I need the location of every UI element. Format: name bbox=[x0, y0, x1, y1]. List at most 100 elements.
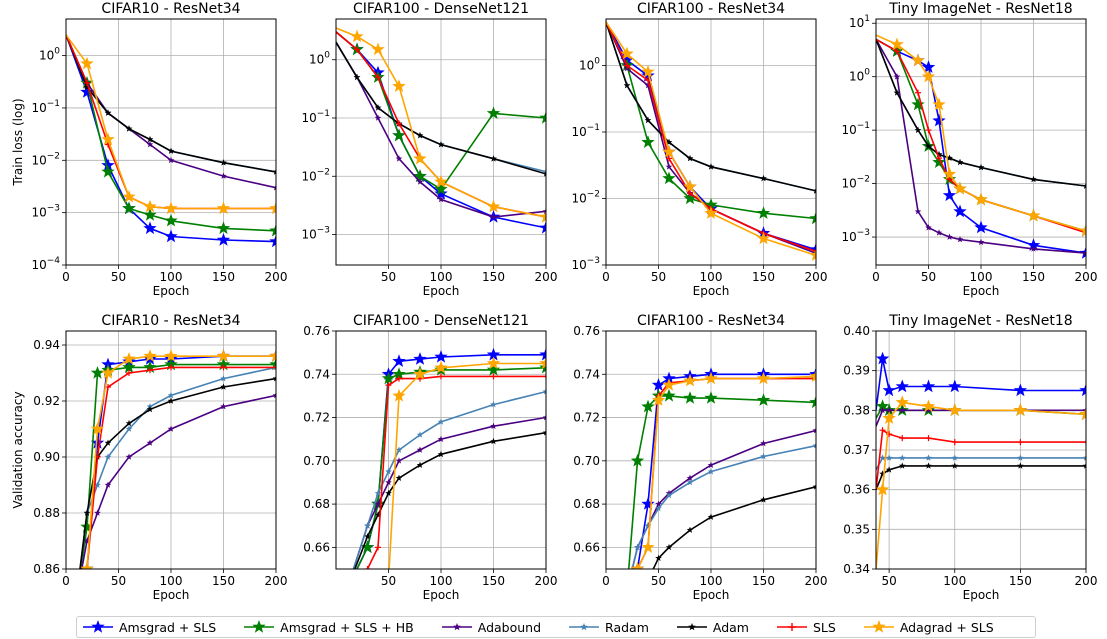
x-tick-label: 200 bbox=[1075, 574, 1098, 588]
y-tick-label: 0.34 bbox=[843, 562, 870, 576]
data-point bbox=[1079, 383, 1086, 397]
legend-swatch bbox=[569, 623, 600, 631]
data-point bbox=[486, 106, 501, 119]
chart-title: CIFAR100 - ResNet34 bbox=[637, 1, 785, 17]
series-line bbox=[876, 34, 1086, 232]
data-point bbox=[812, 427, 816, 434]
y-tick-label: 0.72 bbox=[573, 411, 600, 425]
legend-label: Radam bbox=[605, 619, 649, 635]
series-line bbox=[352, 390, 546, 569]
data-point bbox=[385, 468, 392, 475]
y-tick-label: 0.72 bbox=[303, 411, 330, 425]
data-point bbox=[125, 425, 133, 432]
data-point bbox=[977, 164, 985, 171]
chart-panel-6: 50 100 150 200 0.66 0.68 0.70 0.72 0.74 0.76 CIFAR… bbox=[303, 313, 557, 602]
x-tick-label: 0 bbox=[62, 574, 70, 588]
data-point bbox=[935, 229, 943, 236]
chart-panel-3: 0 50 100 150 200 100 10−1 10−2 10−3 CIFAR100 - Re… bbox=[571, 1, 827, 298]
plot-frame bbox=[605, 330, 817, 570]
legend-label: SLS bbox=[812, 619, 836, 635]
data-point bbox=[371, 42, 385, 56]
y-tick-label: 100 bbox=[309, 51, 330, 67]
series-group bbox=[627, 367, 816, 569]
data-point bbox=[686, 155, 694, 162]
data-point bbox=[1079, 407, 1086, 420]
data-point bbox=[375, 74, 381, 81]
data-point bbox=[925, 462, 932, 469]
data-point bbox=[760, 496, 767, 503]
series-line bbox=[66, 34, 276, 232]
data-point bbox=[80, 85, 94, 98]
data-point bbox=[413, 169, 427, 182]
legend-item: Amsgrad + SLS + HB bbox=[244, 620, 414, 635]
data-point bbox=[921, 379, 936, 393]
data-point bbox=[437, 196, 445, 203]
y-tick-label: 0.92 bbox=[33, 394, 60, 408]
data-point bbox=[354, 46, 360, 53]
data-point bbox=[539, 210, 546, 223]
series-line bbox=[876, 38, 1086, 254]
data-point bbox=[438, 373, 444, 380]
chart-title: CIFAR10 - ResNet34 bbox=[101, 1, 240, 17]
x-axis-label: Epoch bbox=[153, 284, 190, 298]
data-point bbox=[1013, 403, 1027, 416]
x-tick-label: 50 bbox=[881, 574, 896, 588]
data-point bbox=[374, 104, 382, 111]
y-tick-label: 0.74 bbox=[573, 367, 600, 381]
data-point bbox=[756, 393, 771, 406]
chart-panel-1: 0 50 100 150 200 100 10−1 10−2 10−3 10−4 CIFAR10 -… bbox=[11, 1, 287, 298]
series-line bbox=[876, 38, 1086, 254]
data-point bbox=[925, 127, 932, 134]
data-point bbox=[269, 223, 276, 237]
data-point bbox=[1082, 182, 1086, 189]
data-point bbox=[392, 354, 406, 367]
data-point bbox=[416, 431, 424, 438]
data-point bbox=[434, 174, 448, 188]
data-point bbox=[542, 429, 546, 436]
data-point bbox=[809, 211, 816, 225]
data-point bbox=[932, 97, 946, 111]
chart-title: Tiny ImageNet - ResNet18 bbox=[888, 313, 1072, 329]
series-group bbox=[352, 347, 546, 569]
series-line bbox=[336, 41, 546, 175]
data-point bbox=[925, 142, 932, 150]
data-point bbox=[164, 229, 178, 243]
data-point bbox=[146, 141, 154, 148]
chart-title: CIFAR100 - ResNet34 bbox=[637, 313, 785, 329]
data-point bbox=[620, 46, 634, 60]
data-point bbox=[894, 48, 900, 55]
data-point bbox=[539, 220, 546, 234]
data-point bbox=[953, 204, 967, 218]
data-point bbox=[683, 373, 697, 387]
data-point bbox=[641, 497, 655, 510]
data-point bbox=[812, 442, 816, 449]
y-tick-label: 0.76 bbox=[303, 324, 330, 338]
data-point bbox=[353, 73, 361, 81]
data-point bbox=[756, 371, 771, 385]
data-point bbox=[125, 125, 133, 132]
x-tick-label: 200 bbox=[805, 574, 828, 588]
data-point bbox=[760, 440, 767, 447]
data-point bbox=[167, 391, 175, 399]
data-point bbox=[655, 554, 662, 561]
y-tick-label: 0.88 bbox=[33, 506, 60, 520]
data-point bbox=[946, 154, 953, 161]
series-line bbox=[66, 34, 276, 210]
data-point bbox=[543, 373, 546, 380]
data-point bbox=[704, 197, 718, 211]
data-point bbox=[911, 53, 925, 67]
data-point bbox=[542, 388, 546, 395]
data-point bbox=[104, 481, 112, 488]
data-point bbox=[374, 511, 382, 518]
data-point bbox=[644, 116, 652, 124]
data-point bbox=[707, 461, 715, 468]
series-line bbox=[876, 428, 1086, 490]
data-point bbox=[662, 371, 676, 385]
plot-frame bbox=[875, 18, 1087, 266]
data-point bbox=[630, 453, 645, 467]
legend-label: Amsgrad + SLS + HB bbox=[280, 619, 414, 635]
x-tick-label: 200 bbox=[265, 574, 288, 588]
y-tick-label: 0.94 bbox=[33, 338, 60, 352]
x-tick-label: 200 bbox=[265, 270, 288, 284]
y-tick-label: 0.74 bbox=[303, 367, 330, 381]
